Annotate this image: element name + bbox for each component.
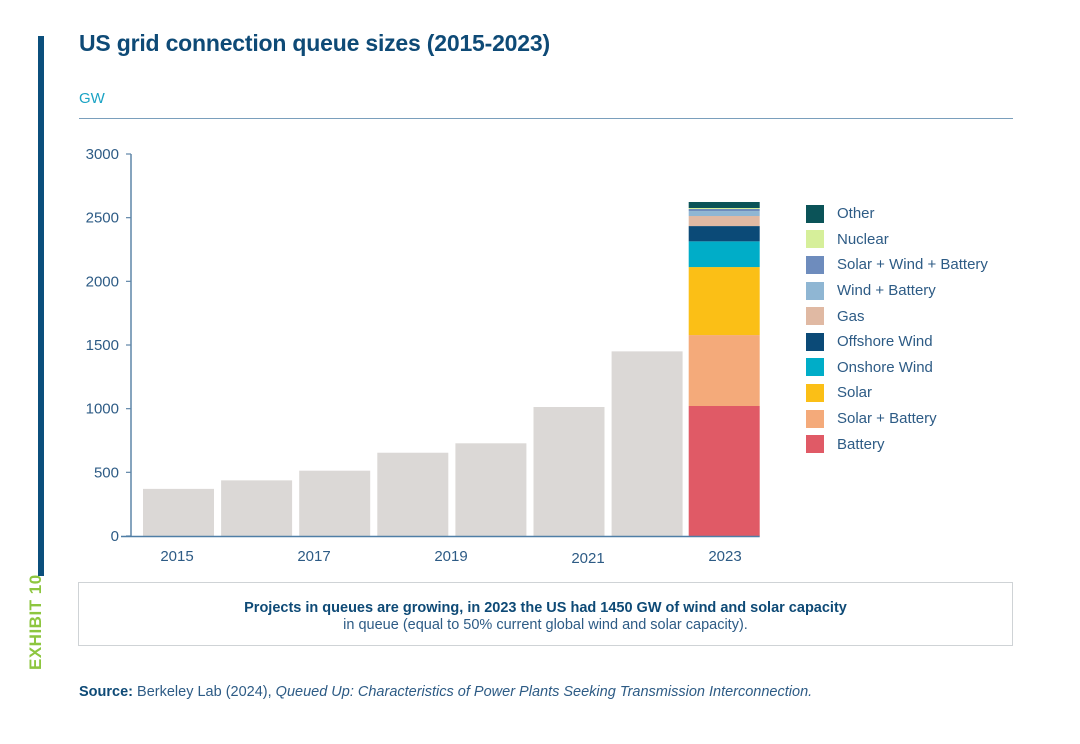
- legend-swatch: [806, 204, 824, 223]
- bar-segment-onshore-wind: [688, 241, 760, 268]
- y-tick-label: 0: [111, 528, 119, 545]
- legend-item: Nuclear: [806, 227, 988, 253]
- source-label: Source:: [79, 684, 133, 700]
- callout-text: in queue (equal to 50% current global wi…: [343, 617, 748, 633]
- legend-item: Gas: [806, 303, 988, 329]
- legend: Other Nuclear Solar + Wind + Battery Wind +…: [806, 201, 988, 457]
- legend-swatch: [806, 255, 824, 274]
- y-tick-label: 2500: [86, 210, 119, 227]
- bar-2017: [221, 480, 293, 536]
- unit-label: GW: [79, 90, 105, 107]
- legend-label: Gas: [837, 307, 865, 325]
- source-citation: Source: Berkeley Lab (2024), Queued Up: …: [79, 684, 812, 700]
- y-tick-label: 1000: [86, 401, 119, 418]
- legend-label: Battery: [837, 435, 885, 453]
- accent-bar: [38, 36, 44, 576]
- legend-item: Solar: [806, 380, 988, 406]
- legend-item: Onshore Wind: [806, 355, 988, 381]
- bar-segment-other: [688, 202, 760, 208]
- x-tick-label: 2021: [571, 550, 604, 567]
- legend-swatch: [806, 281, 824, 300]
- legend-label: Onshore Wind: [837, 358, 933, 376]
- legend-label: Offshore Wind: [837, 333, 933, 351]
- bar-2016: [143, 488, 214, 536]
- legend-item: Battery: [806, 431, 988, 457]
- x-tick-label: 2015: [160, 548, 193, 565]
- callout-headline: Projects in queues are growing, in 2023 …: [244, 600, 847, 616]
- legend-item: Other: [806, 201, 988, 227]
- bars: [143, 202, 760, 536]
- legend-swatch: [806, 358, 824, 377]
- legend-swatch: [806, 230, 824, 249]
- source-title: Queued Up: Characteristics of Power Plan…: [275, 684, 813, 700]
- legend-item: Solar + Battery: [806, 406, 988, 432]
- bar-2020: [455, 443, 527, 536]
- legend-item: Offshore Wind: [806, 329, 988, 355]
- legend-item: Solar + Wind + Battery: [806, 252, 988, 278]
- x-tick-label: 2017: [297, 548, 330, 565]
- legend-item: Wind + Battery: [806, 278, 988, 304]
- legend-swatch: [806, 332, 824, 351]
- y-tick-label: 3000: [86, 146, 119, 163]
- bar-segment-solar: [688, 267, 760, 336]
- legend-label: Solar + Wind + Battery: [837, 256, 988, 274]
- y-tick-label: 2000: [86, 273, 119, 290]
- bar-segment-gas: [688, 216, 760, 227]
- header-divider: [79, 118, 1013, 119]
- legend-label: Solar + Battery: [837, 410, 937, 428]
- legend-label: Solar: [837, 384, 873, 402]
- bar-segment-solar-wind-battery: [688, 209, 760, 212]
- callout-box: Projects in queues are growing, in 2023 …: [78, 582, 1013, 646]
- bar-segment-solar-battery: [688, 335, 760, 406]
- bar-segment-nuclear: [688, 207, 760, 210]
- legend-swatch: [806, 409, 824, 428]
- y-tick-label: 500: [94, 464, 119, 481]
- y-axis: 0 500 1000 1500 2000 2500 3000: [86, 146, 132, 545]
- bar-2019: [377, 452, 449, 536]
- bar-segment-offshore-wind: [688, 226, 760, 242]
- legend-label: Other: [837, 205, 875, 223]
- legend-swatch: [806, 383, 824, 402]
- legend-swatch: [806, 307, 824, 326]
- y-tick-label: 1500: [86, 337, 119, 354]
- bar-2022: [611, 351, 683, 536]
- x-tick-label: 2023: [708, 548, 741, 565]
- chart-title: US grid connection queue sizes (2015-202…: [79, 30, 550, 56]
- legend-swatch: [806, 435, 824, 454]
- source-text: Berkeley Lab (2024),: [133, 684, 276, 700]
- bar-segment-battery: [688, 405, 760, 536]
- chart-plot: 0 500 1000 1500 2000 2500 3000 2015 2017 2019 202…: [86, 146, 760, 567]
- legend-label: Wind + Battery: [837, 282, 936, 300]
- bar-2018: [299, 470, 371, 536]
- bar-2021: [533, 407, 605, 536]
- x-axis: 2015 2017 2019 2021 2023: [121, 535, 760, 567]
- x-tick-label: 2019: [434, 548, 467, 565]
- bar-segment-wind-battery: [688, 211, 760, 217]
- legend-label: Nuclear: [837, 230, 889, 248]
